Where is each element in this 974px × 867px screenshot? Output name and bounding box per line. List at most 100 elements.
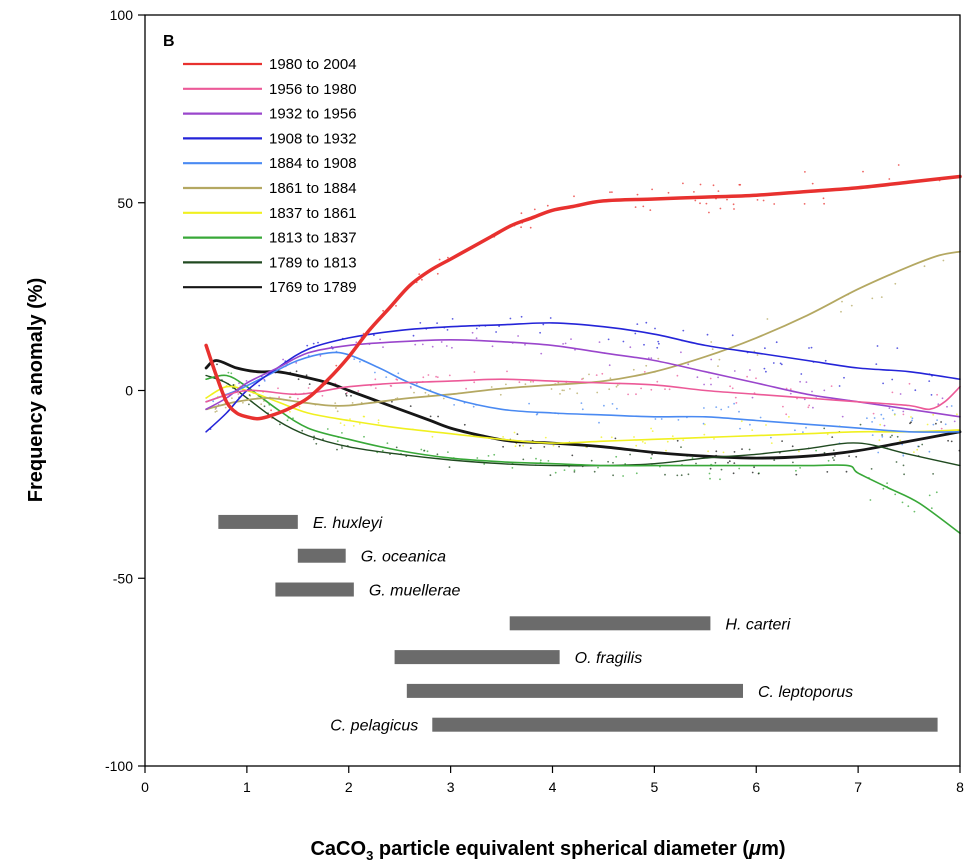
- scatter-point: [710, 383, 712, 386]
- scatter-point: [782, 405, 784, 408]
- scatter-point: [215, 410, 218, 412]
- scatter-point: [791, 445, 794, 448]
- scatter-point: [263, 405, 266, 408]
- scatter-point: [773, 203, 776, 205]
- scatter-point: [947, 439, 949, 442]
- x-axis-title-prefix: CaCO: [310, 838, 366, 860]
- scatter-point: [543, 446, 546, 448]
- scatter-point: [935, 422, 937, 425]
- scatter-point: [756, 199, 759, 201]
- scatter-point: [561, 389, 564, 392]
- scatter-point: [866, 417, 868, 420]
- legend-label-1861-to-1884: 1861 to 1884: [269, 180, 357, 197]
- scatter-point: [437, 415, 439, 418]
- x-tick-label: 3: [447, 779, 455, 795]
- scatter-point: [431, 345, 434, 348]
- scatter-point: [956, 413, 958, 416]
- scatter-point: [643, 343, 645, 346]
- scatter-point: [351, 402, 354, 404]
- series-line-1932-to-1956: [205, 339, 961, 418]
- scatter-point: [894, 493, 897, 496]
- scatter-point: [917, 445, 920, 448]
- scatter-point: [894, 282, 897, 285]
- scatter-point: [363, 435, 365, 438]
- scatter-point: [423, 449, 425, 452]
- scatter-point: [733, 451, 736, 453]
- scatter-point: [227, 371, 230, 374]
- scatter-point: [799, 467, 801, 469]
- scatter-point: [696, 376, 699, 379]
- scatter-point: [614, 437, 617, 440]
- scatter-point: [726, 198, 728, 201]
- scatter-point: [738, 410, 740, 413]
- scatter-point: [607, 338, 610, 341]
- scatter-point: [928, 450, 931, 453]
- scatter-point: [772, 362, 775, 364]
- scatter-point: [569, 388, 571, 390]
- scatter-point: [873, 417, 876, 419]
- scatter-point: [315, 442, 318, 445]
- scatter-point: [921, 443, 924, 446]
- legend-label-1908-to-1932: 1908 to 1932: [269, 130, 357, 147]
- scatter-point: [611, 403, 614, 405]
- scatter-point: [386, 442, 389, 445]
- scatter-point: [748, 448, 751, 451]
- scatter-point: [374, 387, 377, 389]
- scatter-point: [395, 305, 397, 307]
- scatter-point: [520, 226, 522, 229]
- x-tick-label: 0: [141, 779, 149, 795]
- scatter-point: [635, 393, 637, 396]
- scatter-point: [756, 354, 759, 356]
- scatter-point: [936, 393, 938, 396]
- scatter-point: [803, 203, 806, 205]
- scatter-point: [535, 413, 538, 416]
- scatter-point: [899, 393, 902, 395]
- scatter-point: [914, 389, 917, 392]
- scatter-point: [520, 212, 523, 215]
- scatter-point: [891, 378, 894, 381]
- scatter-point: [322, 438, 324, 440]
- scatter-point: [529, 226, 532, 229]
- scatter-point: [727, 406, 730, 408]
- scatter-point: [664, 473, 666, 476]
- scatter-point: [516, 433, 519, 435]
- scatter-point: [751, 471, 754, 474]
- scatter-point: [608, 388, 611, 391]
- scatter-point: [709, 377, 712, 380]
- scatter-point: [635, 472, 638, 475]
- scatter-point: [499, 393, 502, 396]
- scatter-point: [792, 461, 794, 464]
- scatter-point: [298, 405, 301, 408]
- scatter-point: [850, 304, 853, 307]
- legend-label-1789-to-1813: 1789 to 1813: [269, 254, 357, 271]
- scatter-point: [475, 327, 478, 330]
- scatter-point: [876, 345, 879, 347]
- scatter-point: [800, 373, 803, 375]
- scatter-point: [295, 370, 298, 373]
- scatter-point: [827, 459, 830, 462]
- scatter-point: [353, 358, 356, 360]
- scatter-point: [763, 367, 766, 370]
- scatter-point: [312, 342, 315, 345]
- scatter-point: [909, 422, 911, 425]
- scatter-point: [282, 358, 284, 361]
- scatter-point: [520, 315, 523, 318]
- scatter-point: [576, 392, 579, 395]
- scatter-point: [942, 259, 945, 262]
- scatter-point: [937, 403, 940, 406]
- legend-label-1956-to-1980: 1956 to 1980: [269, 81, 357, 98]
- scatter-point: [214, 411, 217, 413]
- scatter-point: [634, 206, 637, 209]
- scatter-point: [435, 375, 437, 378]
- scatter-point: [691, 457, 694, 459]
- scatter-point: [563, 389, 565, 392]
- species-bar-o-fragilis: [394, 650, 560, 665]
- scatter-point: [660, 418, 663, 420]
- scatter-point: [582, 377, 585, 380]
- scatter-point: [436, 322, 438, 324]
- x-tick-label: 4: [549, 779, 557, 795]
- scatter-point: [832, 457, 834, 459]
- scatter-point: [524, 343, 526, 346]
- scatter-point: [436, 376, 439, 379]
- scatter-point: [529, 447, 532, 449]
